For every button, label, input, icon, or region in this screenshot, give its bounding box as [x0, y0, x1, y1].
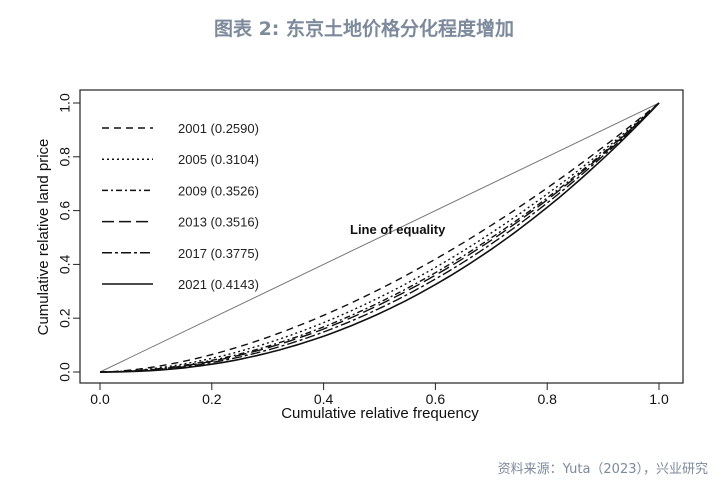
x-tick-label: 0.4 [314, 391, 334, 407]
series-line-2005 [99, 102, 660, 373]
plot-frame [79, 89, 684, 384]
equality-annotation: Line of equality [350, 222, 446, 237]
series-line-2017 [100, 102, 660, 373]
x-tick-label: 0.6 [426, 391, 446, 407]
legend-label-2005: 2005 (0.3104) [178, 152, 259, 167]
line-of-equality [99, 102, 660, 373]
series-line-2021 [100, 102, 660, 373]
x-tick-label: 0.0 [90, 391, 110, 407]
y-tick-label: 0.8 [57, 147, 73, 167]
y-tick-label: 0.2 [57, 308, 73, 328]
legend-label-2021: 2021 (0.4143) [178, 277, 259, 292]
legend-label-2001: 2001 (0.2590) [178, 121, 259, 136]
y-axis-label: Cumulative relative land price [35, 139, 52, 336]
y-tick-label: 0.0 [57, 362, 73, 382]
y-tick-label: 1.0 [57, 93, 73, 113]
y-tick-label: 0.4 [57, 254, 73, 274]
x-axis-label: Cumulative relative frequency [281, 405, 479, 422]
source-note: 资料来源：Yuta（2023），兴业研究 [497, 462, 708, 477]
series-line-2013 [100, 102, 660, 373]
x-tick-label: 0.2 [202, 391, 222, 407]
series-line-2001 [99, 102, 660, 373]
x-tick-label: 1.0 [649, 391, 669, 407]
legend-label-2013: 2013 (0.3516) [178, 215, 259, 230]
legend-label-2017: 2017 (0.3775) [178, 246, 259, 261]
y-tick-label: 0.6 [57, 201, 73, 221]
x-tick-label: 0.8 [537, 391, 557, 407]
figure-title: 图表 2: 东京土地价格分化程度增加 [213, 18, 515, 40]
legend-label-2009: 2009 (0.3526) [178, 183, 259, 198]
